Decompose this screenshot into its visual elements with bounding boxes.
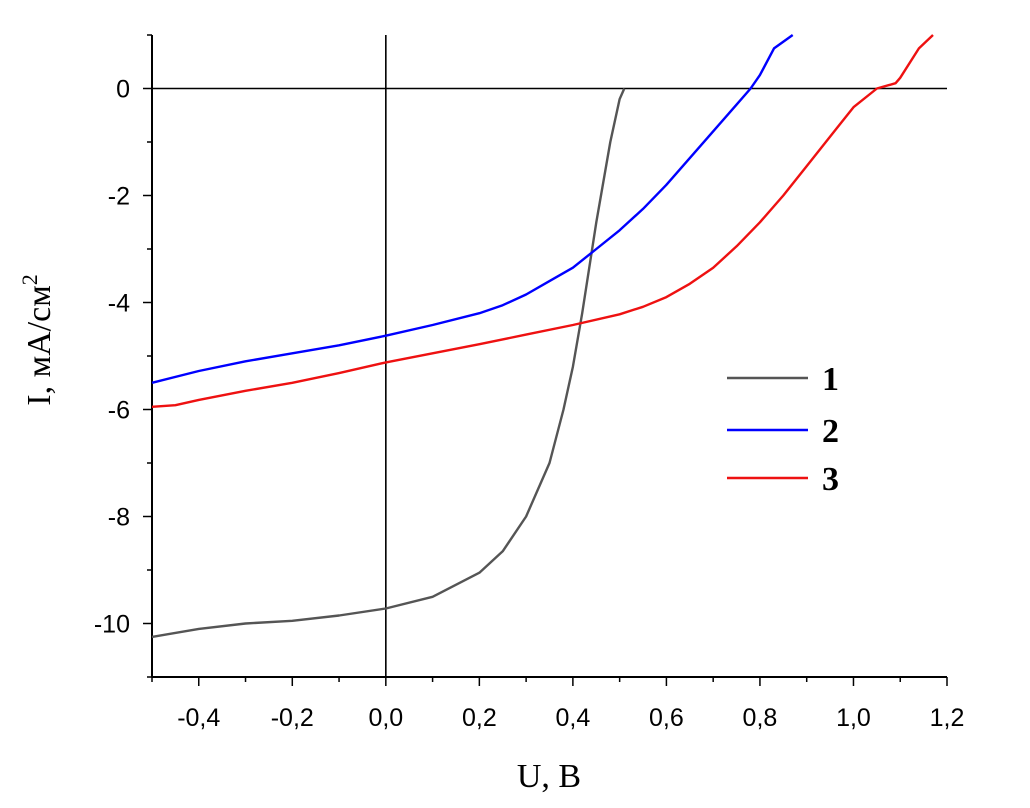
- ticks: -0,4 -0,2 0,0 0,2 0,4 0,6 0,8 1,0 1,2 0 -2 -4 -6 -8 -1…: [94, 34, 965, 732]
- series-line-1: [151, 88, 626, 639]
- y-tick-label: -4: [108, 290, 130, 318]
- x-tick-label: -0,2: [271, 704, 314, 732]
- x-tick-label: 1,0: [836, 704, 871, 732]
- series-layer: [151, 34, 934, 639]
- legend-label-1: 1: [822, 361, 839, 398]
- x-tick-label: 0,8: [743, 704, 778, 732]
- x-tick-label: 0,0: [368, 704, 403, 732]
- series-line-3: [151, 34, 934, 408]
- y-tick-label: 0: [116, 76, 130, 104]
- x-tick-label: -0,4: [177, 704, 220, 732]
- x-tick-label: 0,6: [649, 704, 684, 732]
- x-axis-title: U, В: [517, 758, 581, 795]
- series-line-2: [151, 34, 794, 384]
- legend: 1 2 3: [727, 361, 839, 498]
- legend-label-3: 3: [822, 461, 839, 498]
- y-tick-label: -10: [94, 611, 130, 639]
- x-tick-label: 1,2: [930, 704, 965, 732]
- y-tick-label: -2: [108, 183, 130, 211]
- y-axis-title: I, мА/см2: [17, 274, 58, 405]
- x-tick-label: 0,4: [555, 704, 590, 732]
- x-tick-label: 0,2: [462, 704, 497, 732]
- y-axis-title-main: I, мА/см: [21, 285, 58, 405]
- legend-label-2: 2: [822, 413, 839, 450]
- y-axis-title-sup: 2: [17, 274, 42, 285]
- y-tick-label: -8: [108, 504, 130, 532]
- y-tick-label: -6: [108, 397, 130, 425]
